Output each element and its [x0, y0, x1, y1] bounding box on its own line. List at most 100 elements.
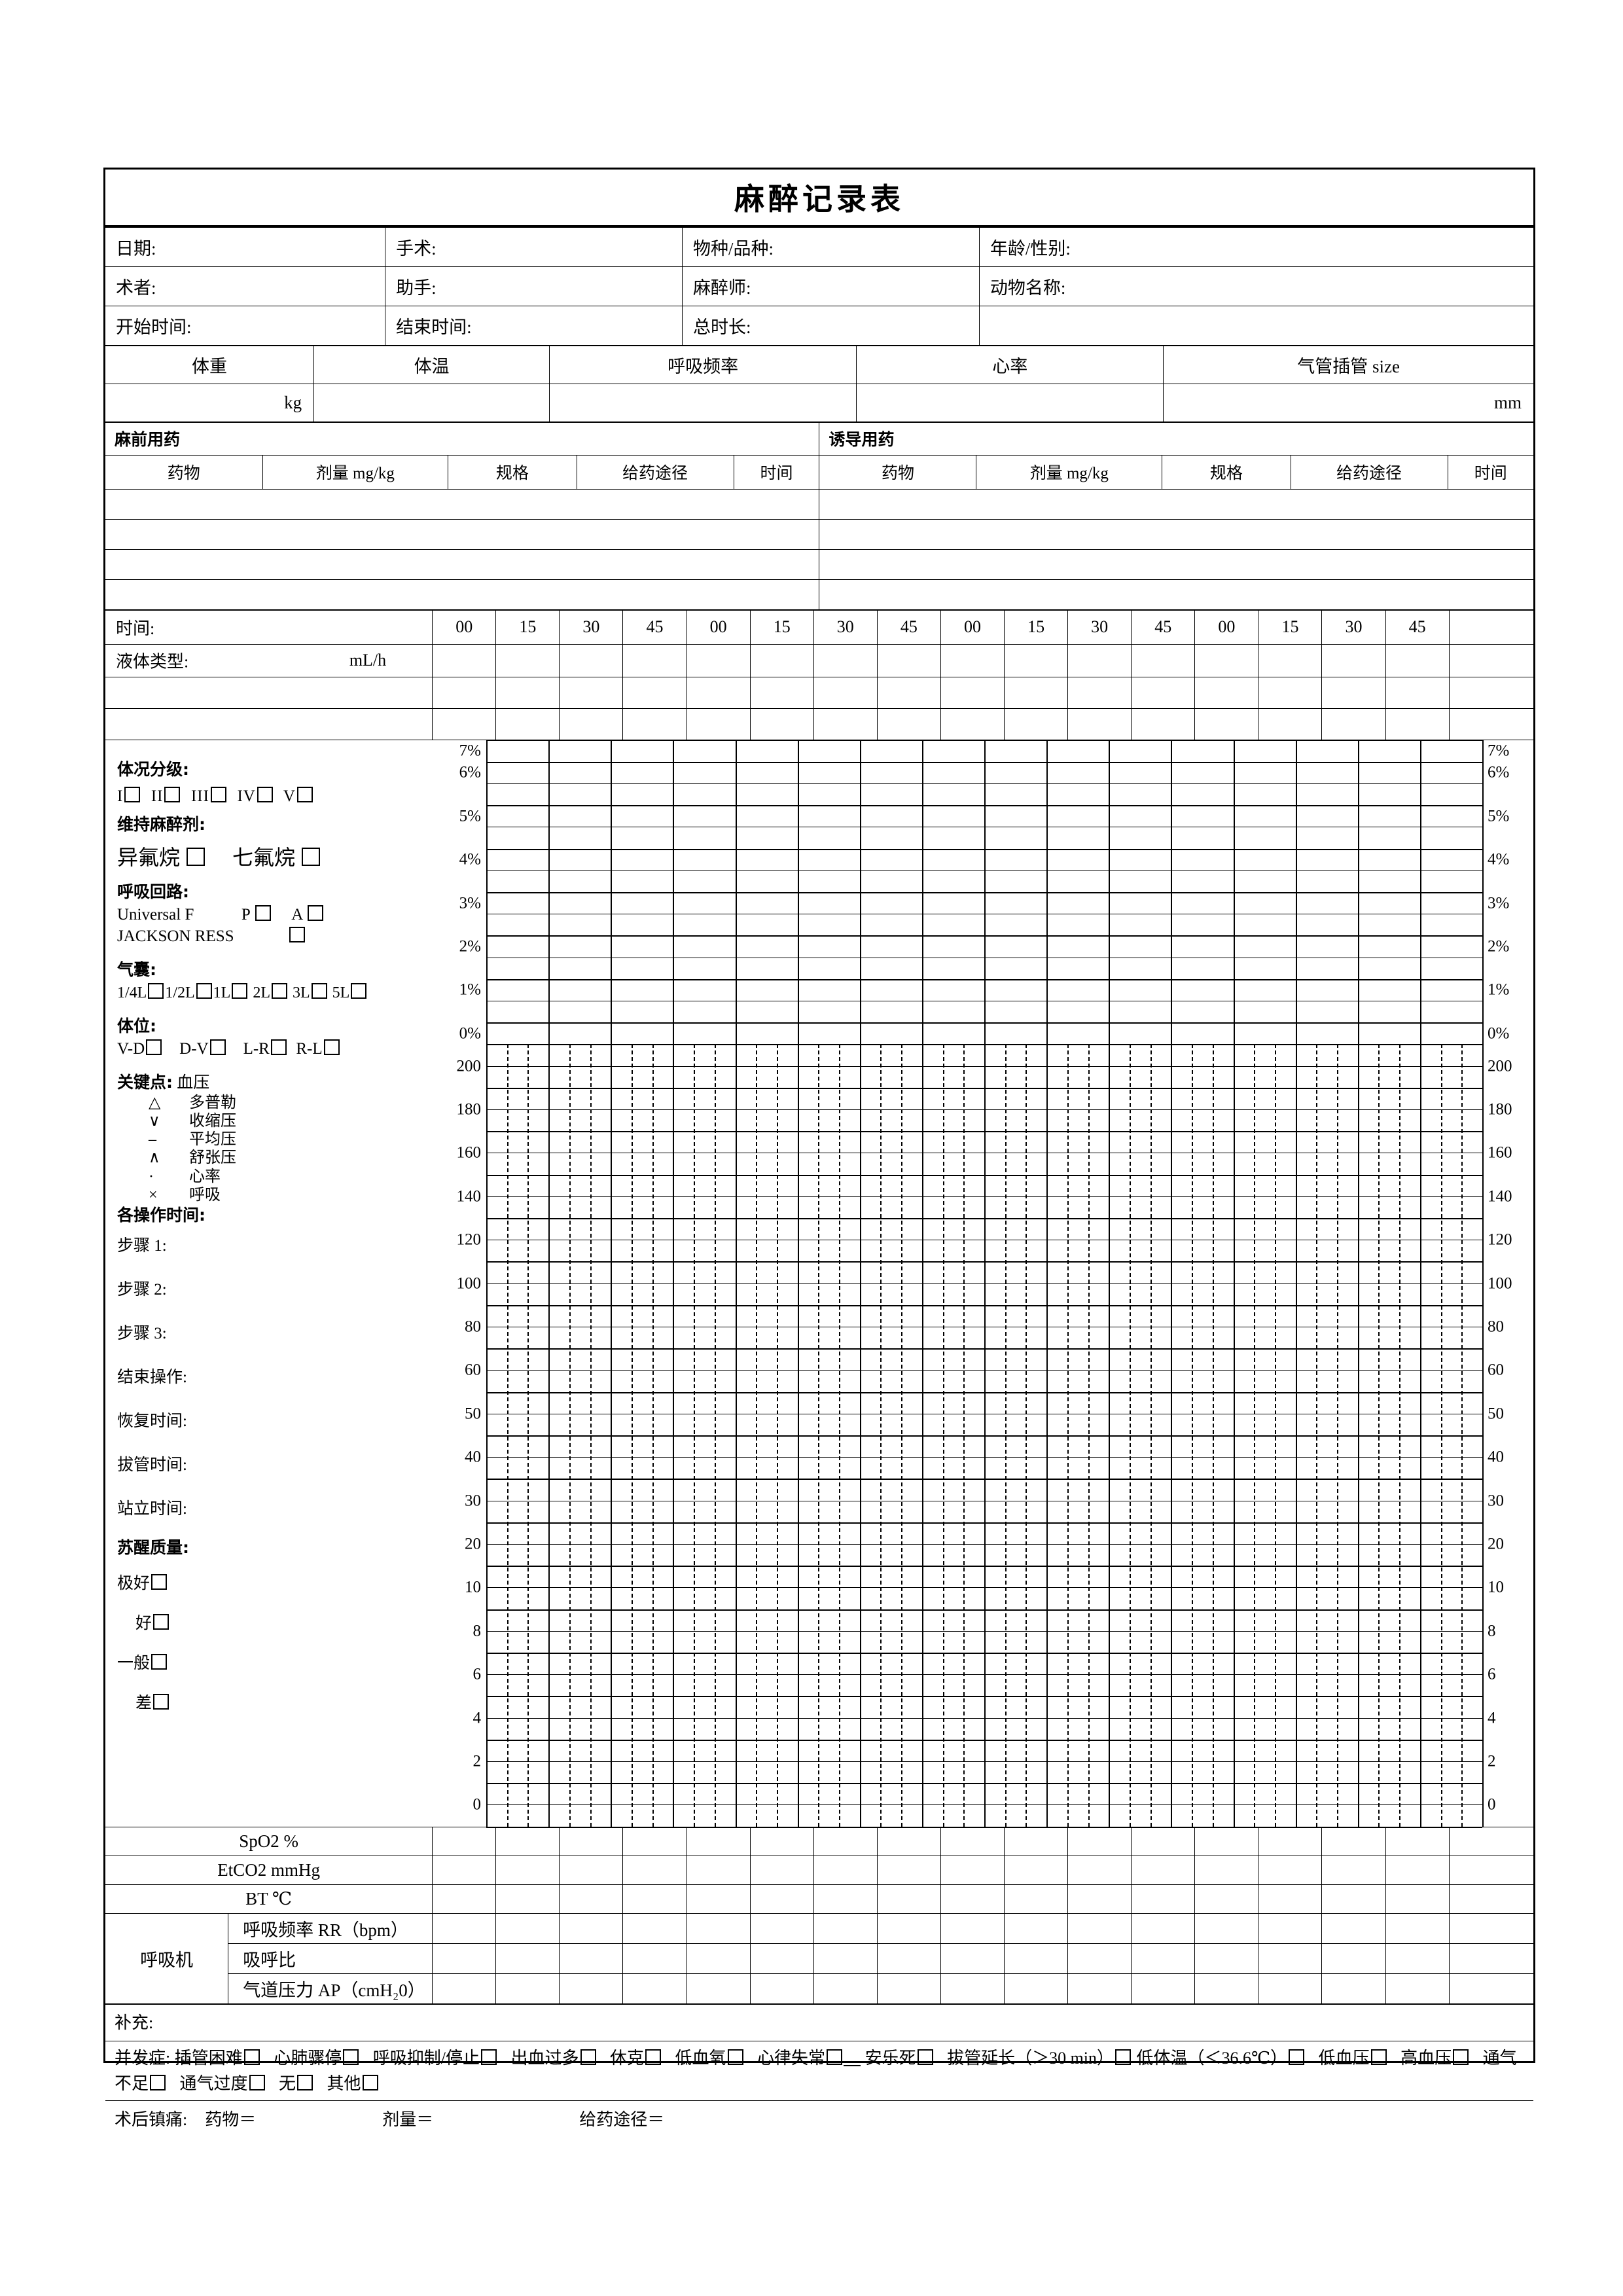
- vent-cell[interactable]: [1131, 1912, 1196, 1944]
- fluid-cell[interactable]: [749, 643, 814, 677]
- blank-cell[interactable]: [686, 676, 751, 709]
- circuit-universal-row[interactable]: Universal F P A: [117, 905, 435, 923]
- premed-entry[interactable]: [105, 548, 820, 580]
- bt-cell[interactable]: [876, 1884, 941, 1914]
- etco2-cell[interactable]: [1131, 1855, 1196, 1885]
- checkbox-icon[interactable]: [209, 1039, 226, 1055]
- premed-entry[interactable]: [105, 579, 820, 610]
- vitals-value-temp[interactable]: [313, 383, 550, 422]
- checkbox-icon[interactable]: [272, 982, 287, 999]
- checkbox-icon[interactable]: [232, 982, 248, 999]
- bt-cell[interactable]: [1258, 1884, 1323, 1914]
- vent-cell[interactable]: [749, 1973, 814, 2004]
- fluid-cell[interactable]: [813, 643, 878, 677]
- fluid-cell[interactable]: [1448, 643, 1533, 677]
- blank-cell[interactable]: [1448, 708, 1533, 740]
- field-assistant[interactable]: 助手:: [385, 266, 683, 306]
- bt-cell[interactable]: [432, 1884, 497, 1914]
- fluid-cell[interactable]: [1321, 643, 1386, 677]
- blank-cell[interactable]: [1067, 676, 1132, 709]
- field-duration[interactable]: 总时长:: [682, 305, 980, 346]
- asa-option-5[interactable]: V: [283, 787, 296, 805]
- operation-step-1[interactable]: 步骤 1:: [117, 1237, 167, 1255]
- checkbox-icon[interactable]: [1289, 2049, 1305, 2065]
- vent-cell[interactable]: [1385, 1912, 1450, 1944]
- blank-cell[interactable]: [1194, 708, 1259, 740]
- blank-cell[interactable]: [495, 708, 560, 740]
- blank-cell[interactable]: [876, 708, 941, 740]
- vent-cell[interactable]: [1385, 1943, 1450, 1974]
- induction-entry[interactable]: [819, 548, 1533, 580]
- vent-cell[interactable]: [559, 1912, 624, 1944]
- blank-cell[interactable]: [1448, 676, 1533, 709]
- checkbox-icon[interactable]: [308, 905, 324, 921]
- blank-cell[interactable]: [622, 676, 687, 709]
- operation-step-2[interactable]: 步骤 2:: [117, 1281, 167, 1299]
- asa-option-3[interactable]: III: [190, 787, 209, 805]
- bt-cell[interactable]: [749, 1884, 814, 1914]
- field-age-sex[interactable]: 年龄/性别:: [978, 226, 1533, 267]
- etco2-cell[interactable]: [559, 1855, 624, 1885]
- bt-cell[interactable]: [813, 1884, 878, 1914]
- vent-cell[interactable]: [432, 1973, 497, 2004]
- spo2-cell[interactable]: [940, 1826, 1005, 1856]
- operation-step-3[interactable]: 步骤 3:: [117, 1325, 167, 1343]
- spo2-cell[interactable]: [622, 1826, 687, 1856]
- asa-option-4[interactable]: IV: [237, 787, 256, 805]
- bt-cell[interactable]: [686, 1884, 751, 1914]
- blank-cell[interactable]: [495, 676, 560, 709]
- bt-cell[interactable]: [1003, 1884, 1069, 1914]
- checkbox-icon[interactable]: [302, 847, 321, 866]
- operation-standing-time[interactable]: 站立时间:: [117, 1500, 187, 1518]
- etco2-cell[interactable]: [1321, 1855, 1386, 1885]
- blank-cell[interactable]: [1067, 708, 1132, 740]
- bt-cell[interactable]: [1385, 1884, 1450, 1914]
- spo2-cell[interactable]: [1003, 1826, 1069, 1856]
- etco2-cell[interactable]: [1385, 1855, 1450, 1885]
- vitals-value-rr[interactable]: [549, 383, 857, 422]
- checkbox-icon[interactable]: [323, 1039, 340, 1055]
- vent-cell[interactable]: [1258, 1973, 1323, 2004]
- checkbox-icon[interactable]: [270, 1039, 287, 1055]
- vent-cell[interactable]: [1003, 1943, 1069, 1974]
- vent-cell[interactable]: [686, 1912, 751, 1944]
- asa-options[interactable]: I II III IV V: [117, 786, 435, 805]
- checkbox-icon[interactable]: [481, 2049, 497, 2065]
- checkbox-icon[interactable]: [124, 786, 141, 802]
- asa-option-1[interactable]: I: [117, 787, 124, 805]
- vent-cell[interactable]: [876, 1943, 941, 1974]
- spo2-cell[interactable]: [1385, 1826, 1450, 1856]
- operation-recovery-time[interactable]: 恢复时间:: [117, 1412, 187, 1431]
- field-info-empty[interactable]: [978, 305, 1533, 346]
- spo2-cell[interactable]: [1448, 1826, 1533, 1856]
- vent-cell[interactable]: [622, 1912, 687, 1944]
- vent-cell[interactable]: [432, 1943, 497, 1974]
- checkbox-icon[interactable]: [257, 786, 273, 802]
- vent-cell[interactable]: [876, 1912, 941, 1944]
- induction-entry[interactable]: [819, 488, 1533, 520]
- checkbox-icon[interactable]: [645, 2049, 662, 2065]
- checkbox-icon[interactable]: [827, 2049, 843, 2065]
- checkbox-icon[interactable]: [917, 2049, 933, 2065]
- checkbox-icon[interactable]: [146, 1039, 162, 1055]
- blank-cell[interactable]: [813, 708, 878, 740]
- fluid-cell[interactable]: [622, 643, 687, 677]
- field-species[interactable]: 物种/品种:: [682, 226, 980, 267]
- checkbox-icon[interactable]: [1453, 2049, 1469, 2065]
- bt-cell[interactable]: [622, 1884, 687, 1914]
- vent-cell[interactable]: [749, 1943, 814, 1974]
- vitals-unit-kg[interactable]: kg: [105, 383, 315, 422]
- recovery-option-excellent[interactable]: 极好: [117, 1574, 435, 1592]
- fluid-cell[interactable]: [1385, 643, 1450, 677]
- induction-entry[interactable]: [819, 579, 1533, 610]
- blank-cell[interactable]: [432, 708, 497, 740]
- spo2-cell[interactable]: [686, 1826, 751, 1856]
- vent-cell[interactable]: [1258, 1943, 1323, 1974]
- fluid-cell[interactable]: [1004, 643, 1069, 677]
- vitals-value-hr[interactable]: [856, 383, 1164, 422]
- blank-cell[interactable]: [940, 708, 1005, 740]
- blank-cell[interactable]: [940, 676, 1005, 709]
- spo2-cell[interactable]: [1131, 1826, 1196, 1856]
- vent-cell[interactable]: [1067, 1973, 1132, 2004]
- field-date[interactable]: 日期:: [105, 226, 386, 267]
